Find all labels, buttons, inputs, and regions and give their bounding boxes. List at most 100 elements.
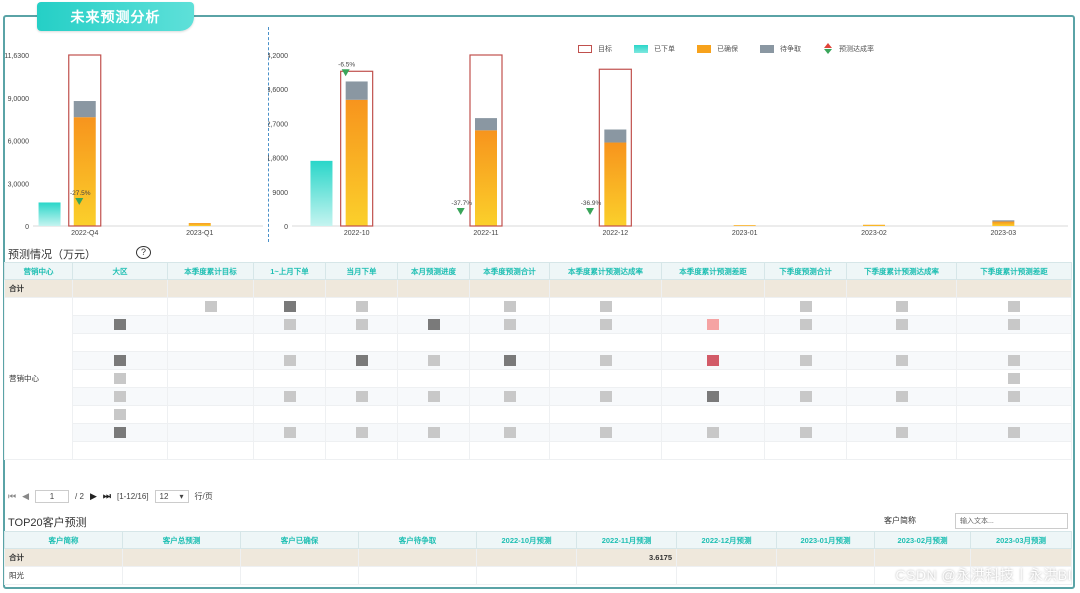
bar-confirmed[interactable] — [345, 99, 368, 226]
table-row[interactable]: 营销中心 — [4, 297, 1072, 460]
table-cell — [167, 423, 254, 442]
column-header[interactable]: 2023-01月预测 — [776, 531, 875, 549]
page-size-select[interactable]: 12 ▾ — [154, 490, 189, 503]
table-row[interactable] — [5, 441, 1072, 460]
table-header-row: 营销中心 大区 本季度累计目标 1~上月下单 当月下单 本月预测进度 本季度预测… — [4, 262, 1072, 280]
bar-pending[interactable] — [475, 118, 497, 131]
table-cell — [956, 315, 1072, 334]
redacted-value — [427, 391, 440, 402]
table-total-row: 合计 — [4, 279, 1072, 298]
table-row[interactable] — [5, 351, 1072, 370]
table-row[interactable] — [5, 423, 1072, 442]
column-header[interactable]: 2022-11月预测 — [576, 531, 677, 549]
column-header[interactable]: 本季度累计目标 — [167, 262, 254, 280]
page-title: 未来预测分析 — [37, 2, 194, 31]
prev-page-icon[interactable]: ◀ — [22, 491, 30, 501]
column-header[interactable]: 2022-10月预测 — [476, 531, 577, 549]
column-header[interactable]: 本季度累计预测达成率 — [549, 262, 662, 280]
table-cell — [325, 423, 398, 442]
bar-confirmed[interactable] — [188, 223, 211, 226]
redacted-value — [355, 391, 368, 402]
page-size-value: 12 — [159, 492, 169, 501]
table-cell — [397, 333, 470, 352]
legend-item-pending[interactable]: 待争取 — [760, 44, 801, 54]
legend-label: 已确保 — [717, 46, 738, 53]
legend-item-rate[interactable]: 预测达成率 — [823, 43, 874, 55]
table-cell — [325, 441, 398, 460]
bar-confirmed[interactable] — [863, 224, 885, 226]
column-header[interactable]: 当月下单 — [325, 262, 398, 280]
column-header[interactable]: 下季度累计预测达成率 — [846, 262, 957, 280]
column-header[interactable]: 1~上月下单 — [253, 262, 326, 280]
column-header[interactable]: 客户已确保 — [240, 531, 359, 549]
bar-target[interactable] — [68, 54, 102, 227]
column-header[interactable]: 下季度累计预测差距 — [956, 262, 1072, 280]
redacted-value — [114, 319, 126, 330]
bar-confirmed[interactable] — [992, 221, 1015, 226]
bar-target[interactable] — [469, 54, 503, 227]
legend-item-confirmed[interactable]: 已确保 — [697, 44, 738, 54]
pending-swatch-icon — [760, 45, 774, 53]
bar-confirmed[interactable] — [604, 142, 627, 226]
marketing-center-cell: 营销中心 — [4, 297, 73, 460]
redacted-value — [599, 355, 612, 366]
bar-pending[interactable] — [73, 101, 96, 118]
rate-down-marker[interactable] — [341, 69, 350, 77]
table-row[interactable] — [5, 405, 1072, 424]
table-row[interactable] — [5, 369, 1072, 388]
bar-ordered[interactable] — [310, 160, 333, 226]
column-header[interactable]: 客户总预测 — [122, 531, 241, 549]
bar-target[interactable] — [340, 70, 374, 227]
y-tick-label: 11,6300 — [5, 53, 29, 60]
table-cell — [846, 369, 957, 388]
bar-confirmed[interactable] — [733, 225, 756, 226]
bar-confirmed[interactable] — [73, 117, 96, 226]
column-header[interactable]: 2022-12月预测 — [676, 531, 777, 549]
bar-pending[interactable] — [604, 129, 627, 143]
last-page-icon[interactable]: ⏭ — [102, 491, 111, 501]
column-header[interactable]: 2023-03月预测 — [970, 531, 1072, 549]
legend-item-target[interactable]: 目标 — [578, 44, 612, 54]
rate-down-marker[interactable] — [456, 208, 465, 215]
column-header[interactable]: 本季度预测合计 — [469, 262, 550, 280]
column-header[interactable]: 客户待争取 — [358, 531, 477, 549]
next-page-icon[interactable]: ▶ — [89, 491, 97, 501]
customer-search-input[interactable] — [955, 513, 1068, 529]
table-row[interactable] — [5, 387, 1072, 406]
table-row[interactable] — [5, 315, 1072, 334]
bar-ordered[interactable] — [38, 202, 61, 226]
bar-target[interactable] — [598, 68, 632, 227]
rate-label: -36.9% — [581, 200, 602, 207]
table-cell — [325, 387, 398, 406]
help-icon[interactable]: ? — [136, 246, 151, 259]
table-row[interactable]: 阳光 — [4, 566, 1072, 585]
column-header[interactable]: 大区 — [72, 262, 168, 280]
page-number-input[interactable]: 1 — [35, 490, 70, 503]
table-cell — [72, 441, 168, 460]
table-cell — [846, 405, 957, 424]
column-header[interactable]: 营销中心 — [4, 262, 73, 280]
page-count: / 2 — [75, 492, 84, 501]
column-header[interactable]: 本月预测进度 — [397, 262, 470, 280]
rate-down-marker[interactable] — [586, 208, 595, 215]
redacted-value — [283, 355, 296, 366]
column-header[interactable]: 客户简称 — [4, 531, 123, 549]
redacted-value — [895, 319, 908, 330]
table-cell — [167, 333, 254, 352]
bar-confirmed[interactable] — [475, 130, 497, 226]
table-cell — [72, 423, 168, 442]
column-header[interactable]: 2023-02月预测 — [874, 531, 971, 549]
first-page-icon[interactable]: ⏮ — [8, 491, 17, 501]
x-tick-label: 2023-02 — [861, 230, 887, 237]
table-cell — [661, 405, 765, 424]
legend-item-ordered[interactable]: 已下单 — [634, 44, 675, 54]
bar-pending[interactable] — [345, 81, 368, 100]
rate-down-marker[interactable] — [75, 198, 84, 205]
table-row[interactable] — [5, 333, 1072, 352]
redacted-value — [355, 427, 368, 438]
column-header[interactable]: 本季度累计预测差距 — [661, 262, 765, 280]
table-cell — [167, 441, 254, 460]
bar-pending[interactable] — [992, 220, 1015, 222]
column-header[interactable]: 下季度预测合计 — [764, 262, 847, 280]
y-tick-label: 3,0000 — [8, 181, 30, 188]
